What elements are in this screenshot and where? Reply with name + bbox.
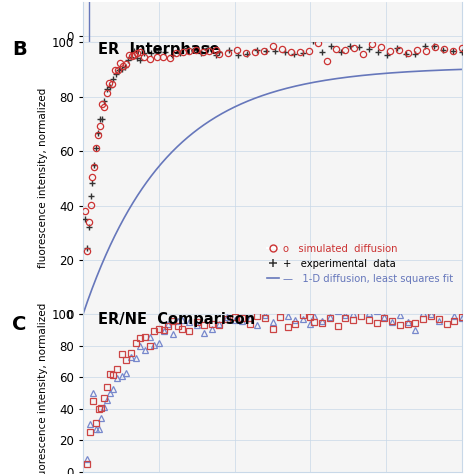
Text: ER  Interphase: ER Interphase [98, 42, 219, 57]
Text: B: B [12, 40, 27, 59]
Y-axis label: fluorescence intensity, normalized: fluorescence intensity, normalized [37, 303, 47, 474]
Text: ER/NE  Comparison: ER/NE Comparison [98, 312, 255, 327]
Legend: o   simulated  diffusion, +   experimental  data, —   1-D diffusion, least squar: o simulated diffusion, + experimental da… [263, 240, 457, 288]
Text: C: C [12, 315, 26, 334]
Y-axis label: fluorescence intensity, normalized: fluorescence intensity, normalized [37, 88, 47, 268]
